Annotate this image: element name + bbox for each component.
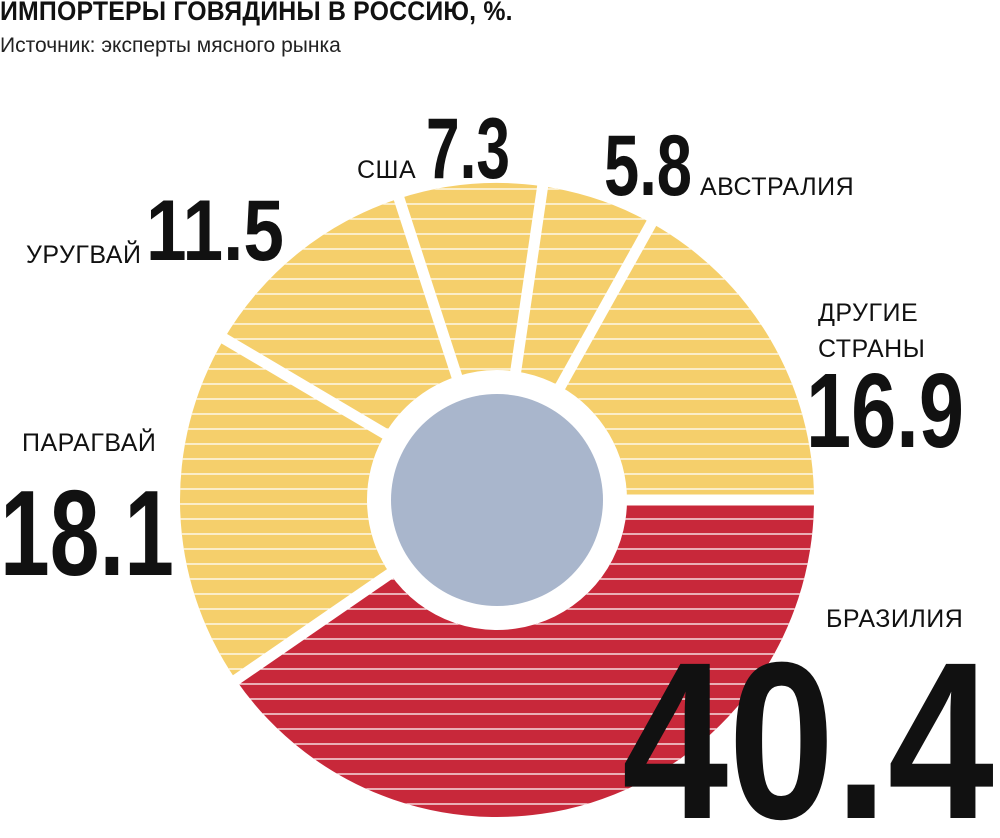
- slice-3: [224, 198, 457, 434]
- slice-6: [560, 223, 814, 501]
- slice-4: [399, 182, 543, 377]
- chart-title: ИМПОРТЕРЫ ГОВЯДИНЫ В РОССИЮ, %.: [0, 0, 513, 26]
- label-paraguay: ПАРАГВАЙ: [22, 427, 156, 457]
- value-brazil: 40.4: [622, 616, 994, 838]
- value-uruguay: 11.5: [146, 183, 284, 279]
- slice-separator-2: [229, 566, 397, 687]
- value-paraguay: 18.1: [0, 465, 174, 601]
- label-australia: АВСТРАЛИЯ: [700, 173, 854, 201]
- label-other-line1: ДРУГИЕ: [818, 299, 918, 327]
- label-other-line2: СТРАНЫ: [818, 335, 925, 363]
- value-australia: 5.8: [604, 118, 692, 214]
- slice-separator-4: [392, 193, 464, 382]
- slice-separator-3: [217, 331, 392, 441]
- label-uruguay: УРУГВАЙ: [26, 239, 141, 269]
- label-usa: США: [357, 156, 416, 184]
- slice-separator-5: [509, 181, 549, 377]
- slice-separator-6: [553, 217, 659, 393]
- slice-5: [515, 186, 652, 387]
- label-brazil: БРАЗИЛИЯ: [826, 605, 963, 633]
- value-other: 16.9: [806, 352, 964, 470]
- chart-subtitle: Источник: эксперты мясного рынка: [0, 34, 341, 57]
- value-usa: 7.3: [426, 101, 510, 197]
- center-disc: [391, 394, 603, 606]
